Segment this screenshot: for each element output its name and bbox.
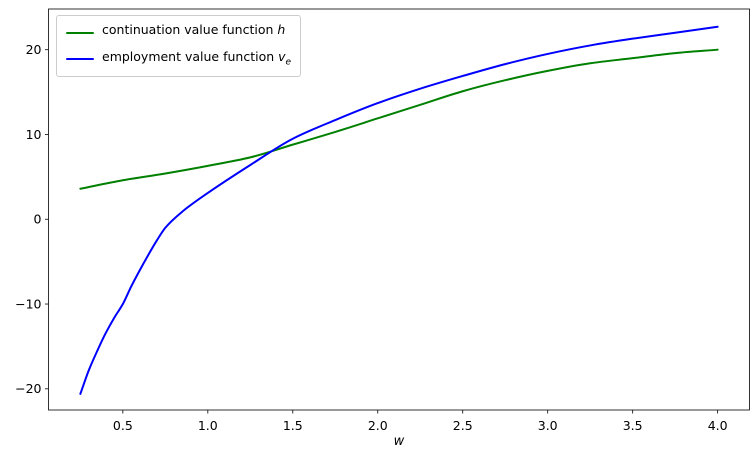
y-tick-label: 0 bbox=[34, 212, 42, 227]
y-tick-label: −20 bbox=[15, 381, 41, 396]
legend-label-continuation-value: continuation value function h bbox=[102, 22, 285, 44]
x-tick-label: 0.5 bbox=[113, 418, 133, 433]
legend-math-subscript: e bbox=[285, 57, 292, 67]
x-tick-label: 1.5 bbox=[283, 418, 303, 433]
x-tick-label: 2.0 bbox=[368, 418, 388, 433]
x-tick-label: 4.0 bbox=[708, 418, 728, 433]
legend-item-employment-value: employment value function ve bbox=[66, 49, 291, 71]
legend-math-symbol: v bbox=[278, 48, 286, 64]
plot-border bbox=[48, 8, 750, 411]
legend-text: continuation value function bbox=[102, 22, 278, 37]
x-tick-label: 1.0 bbox=[198, 418, 218, 433]
legend-text: employment value function bbox=[102, 48, 279, 64]
x-axis-label-text: w bbox=[393, 434, 405, 449]
legend-math-symbol: h bbox=[277, 22, 286, 37]
series-line-ve bbox=[79, 25, 719, 395]
y-tick-label: 10 bbox=[26, 127, 42, 142]
x-tick-label: 3.5 bbox=[623, 418, 643, 433]
legend-line-sample-green bbox=[66, 31, 94, 34]
legend-label-employment-value: employment value function ve bbox=[102, 49, 291, 71]
x-tick-label: 3.0 bbox=[538, 418, 558, 433]
legend-item-continuation-value: continuation value function h bbox=[66, 22, 291, 44]
legend-line-sample-blue bbox=[66, 58, 94, 61]
series-line-h bbox=[79, 48, 719, 190]
x-axis-label: w bbox=[48, 434, 750, 449]
y-tick-label: −10 bbox=[15, 296, 41, 311]
x-tick-label: 2.5 bbox=[453, 418, 473, 433]
y-tick-label: 20 bbox=[26, 42, 42, 57]
legend: continuation value function h employment… bbox=[56, 15, 302, 77]
